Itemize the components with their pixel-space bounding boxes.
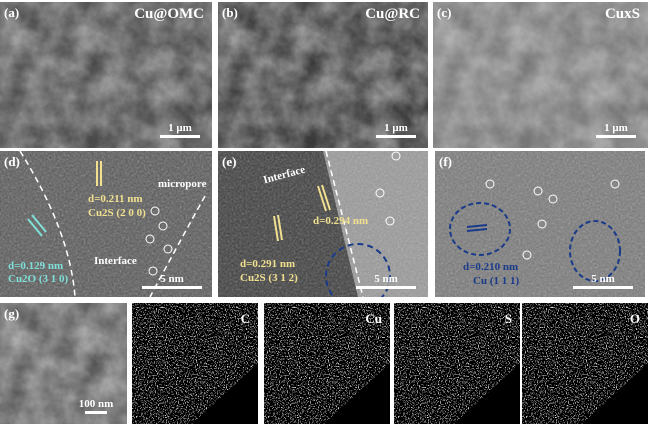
- panel-a-sem: (a) Cu@OMC 1 μm: [0, 2, 212, 148]
- panel-g-stem: (g) 100 nm: [0, 303, 127, 424]
- element-label: Cu: [365, 311, 382, 326]
- panel-label: (f): [439, 154, 452, 169]
- phase-cu: Cu (1 1 1): [473, 275, 520, 287]
- panel-label: (a): [4, 5, 20, 20]
- eds-map-cu: Cu: [264, 303, 390, 424]
- panel-title: Cu@OMC: [134, 6, 204, 22]
- d-spacing-1: d=0.294 nm: [313, 215, 369, 227]
- scale-bar: 1 μm: [596, 122, 636, 138]
- element-label: C: [240, 311, 250, 326]
- element-label: O: [629, 311, 640, 326]
- phase-cu2o: Cu2O (3 1 0): [8, 273, 69, 285]
- scale-bar: 1 μm: [376, 122, 416, 138]
- panel-d-hrtem: (d) d=0.211 nm Cu2S (2 0 0) d=0.129 nm C…: [0, 151, 212, 297]
- scale-bar: 100 nm: [74, 398, 118, 414]
- d-spacing-cu2s: d=0.211 nm: [88, 193, 143, 205]
- scale-bar: 5 nm: [356, 273, 416, 289]
- panel-label: (e): [222, 154, 237, 169]
- d-spacing-cu2o: d=0.129 nm: [8, 260, 64, 272]
- panel-label: (d): [4, 154, 20, 169]
- panel-label: (g): [4, 306, 20, 321]
- d-spacing-cu: d=0.210 nm: [463, 261, 519, 273]
- panel-label: (b): [222, 5, 238, 20]
- panel-e-hrtem: (e) Interface d=0.294 nm d=0.291 nm Cu2S…: [218, 151, 428, 297]
- scale-bar: 5 nm: [142, 273, 202, 289]
- panel-b-sem: (b) Cu@RC 1 μm: [218, 2, 428, 148]
- eds-map-s: S: [394, 303, 520, 424]
- panel-f-hrtem: (f) d=0.210 nm Cu (1 1 1) 5 nm: [435, 151, 645, 297]
- element-label: S: [504, 311, 512, 326]
- eds-map-o: O: [522, 303, 648, 424]
- scale-bar: 5 nm: [573, 273, 633, 289]
- eds-map-c: C: [132, 303, 258, 424]
- scale-bar: 1 μm: [160, 122, 200, 138]
- micropore-label: micropore: [158, 178, 207, 190]
- interface-label: Interface: [94, 255, 137, 267]
- panel-c-sem: (c) CuxS 1 μm: [433, 2, 648, 148]
- d-spacing-2: d=0.291 nm: [240, 258, 296, 270]
- panel-label: (c): [437, 5, 452, 20]
- phase-cu2s: Cu2S (2 0 0): [88, 207, 146, 219]
- phase-cu2s: Cu2S (3 1 2): [240, 272, 298, 284]
- panel-title: Cu@RC: [365, 6, 420, 22]
- panel-title: CuxS: [604, 6, 640, 22]
